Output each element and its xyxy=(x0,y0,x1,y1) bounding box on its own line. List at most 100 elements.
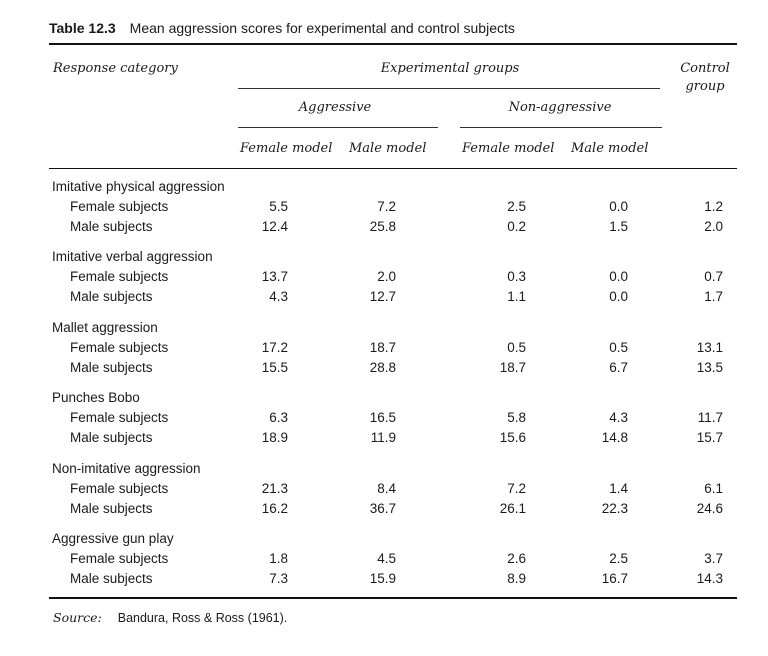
table-cell: 24.6 xyxy=(696,501,723,516)
table-cell: 7.2 xyxy=(507,481,526,496)
row-label: Female subjects xyxy=(70,199,169,214)
aggressive-underline xyxy=(238,127,438,128)
category-label: Imitative physical aggression xyxy=(52,179,225,194)
top-rule xyxy=(49,43,737,45)
table-cell: 2.6 xyxy=(507,551,526,566)
table-cell: 4.5 xyxy=(377,551,396,566)
source-text: Bandura, Ross & Ross (1961). xyxy=(117,611,288,625)
table-cell: 12.4 xyxy=(261,219,288,234)
table-cell: 15.9 xyxy=(369,571,396,586)
table-cell: 2.0 xyxy=(704,219,723,234)
row-label: Male subjects xyxy=(70,501,153,516)
table-cell: 25.8 xyxy=(369,219,396,234)
table-cell: 1.7 xyxy=(704,289,723,304)
row-label: Male subjects xyxy=(70,571,153,586)
table-cell: 6.1 xyxy=(704,481,723,496)
category-label: Punches Bobo xyxy=(52,390,140,405)
table-cell: 14.8 xyxy=(601,430,628,445)
table-cell: 36.7 xyxy=(369,501,396,516)
bottom-rule xyxy=(49,597,737,599)
source-label: Source: xyxy=(53,610,102,625)
table-cell: 0.5 xyxy=(507,340,526,355)
table-cell: 0.2 xyxy=(507,219,526,234)
table-cell: 8.9 xyxy=(507,571,526,586)
table-cell: 1.8 xyxy=(269,551,288,566)
row-label: Female subjects xyxy=(70,269,169,284)
header-male-model-non-aggressive: Male model xyxy=(571,141,649,156)
table-cell: 13.1 xyxy=(696,340,723,355)
table-cell: 15.7 xyxy=(696,430,723,445)
header-female-model-aggressive: Female model xyxy=(240,141,333,156)
non-aggressive-underline xyxy=(460,127,662,128)
category-label: Mallet aggression xyxy=(52,320,158,335)
table-cell: 2.5 xyxy=(609,551,628,566)
table-cell: 7.3 xyxy=(269,571,288,586)
header-aggressive: Aggressive xyxy=(298,100,372,115)
category-label: Imitative verbal aggression xyxy=(52,249,213,264)
table-cell: 18.7 xyxy=(499,360,526,375)
table-cell: 1.4 xyxy=(609,481,628,496)
table-cell: 16.7 xyxy=(601,571,628,586)
table-cell: 6.7 xyxy=(609,360,628,375)
table-cell: 13.7 xyxy=(261,269,288,284)
table-cell: 0.7 xyxy=(704,269,723,284)
table-cell: 17.2 xyxy=(261,340,288,355)
header-response-category: Response category xyxy=(53,61,178,76)
row-label: Female subjects xyxy=(70,481,169,496)
table-caption: Table 12.3 Mean aggression scores for exp… xyxy=(49,20,515,36)
table-number: Table 12.3 xyxy=(49,20,116,36)
table-cell: 1.1 xyxy=(507,289,526,304)
table-cell: 2.0 xyxy=(377,269,396,284)
table-cell: 16.2 xyxy=(261,501,288,516)
row-label: Female subjects xyxy=(70,410,169,425)
table-cell: 18.9 xyxy=(261,430,288,445)
table-cell: 5.5 xyxy=(269,199,288,214)
table-cell: 8.4 xyxy=(377,481,396,496)
table-title: Mean aggression scores for experimental … xyxy=(129,20,515,36)
table-cell: 0.0 xyxy=(609,269,628,284)
table-cell: 6.3 xyxy=(269,410,288,425)
header-non-aggressive: Non-aggressive xyxy=(508,100,612,115)
table-cell: 15.5 xyxy=(261,360,288,375)
table-cell: 0.5 xyxy=(609,340,628,355)
table-cell: 7.2 xyxy=(377,199,396,214)
table-cell: 16.5 xyxy=(369,410,396,425)
table-cell: 21.3 xyxy=(261,481,288,496)
table-cell: 2.5 xyxy=(507,199,526,214)
header-control-line2: group xyxy=(685,79,725,94)
row-label: Female subjects xyxy=(70,551,169,566)
row-label: Male subjects xyxy=(70,219,153,234)
table-cell: 4.3 xyxy=(609,410,628,425)
table-cell: 18.7 xyxy=(369,340,396,355)
table-cell: 22.3 xyxy=(601,501,628,516)
header-control-line1: Control xyxy=(680,61,730,76)
table-cell: 4.3 xyxy=(269,289,288,304)
header-rule xyxy=(49,168,737,169)
table-cell: 12.7 xyxy=(369,289,396,304)
row-label: Female subjects xyxy=(70,340,169,355)
row-label: Male subjects xyxy=(70,289,153,304)
category-label: Aggressive gun play xyxy=(52,531,174,546)
table-cell: 11.7 xyxy=(697,410,723,425)
table-cell: 0.3 xyxy=(507,269,526,284)
header-experimental-groups: Experimental groups xyxy=(380,61,520,76)
experimental-groups-underline xyxy=(238,88,660,89)
category-label: Non-imitative aggression xyxy=(52,461,201,476)
table-cell: 15.6 xyxy=(499,430,526,445)
table-cell: 1.5 xyxy=(609,219,628,234)
table-cell: 14.3 xyxy=(696,571,723,586)
table-cell: 1.2 xyxy=(704,199,723,214)
row-label: Male subjects xyxy=(70,360,153,375)
table-cell: 13.5 xyxy=(696,360,723,375)
table-cell: 0.0 xyxy=(609,289,628,304)
table-cell: 5.8 xyxy=(507,410,526,425)
header-male-model-aggressive: Male model xyxy=(349,141,427,156)
header-female-model-non-aggressive: Female model xyxy=(462,141,555,156)
table-cell: 26.1 xyxy=(499,501,526,516)
table-cell: 3.7 xyxy=(704,551,723,566)
row-label: Male subjects xyxy=(70,430,153,445)
table-cell: 11.9 xyxy=(370,430,396,445)
source-note: Source: Bandura, Ross & Ross (1961). xyxy=(53,610,287,625)
table-cell: 28.8 xyxy=(369,360,396,375)
